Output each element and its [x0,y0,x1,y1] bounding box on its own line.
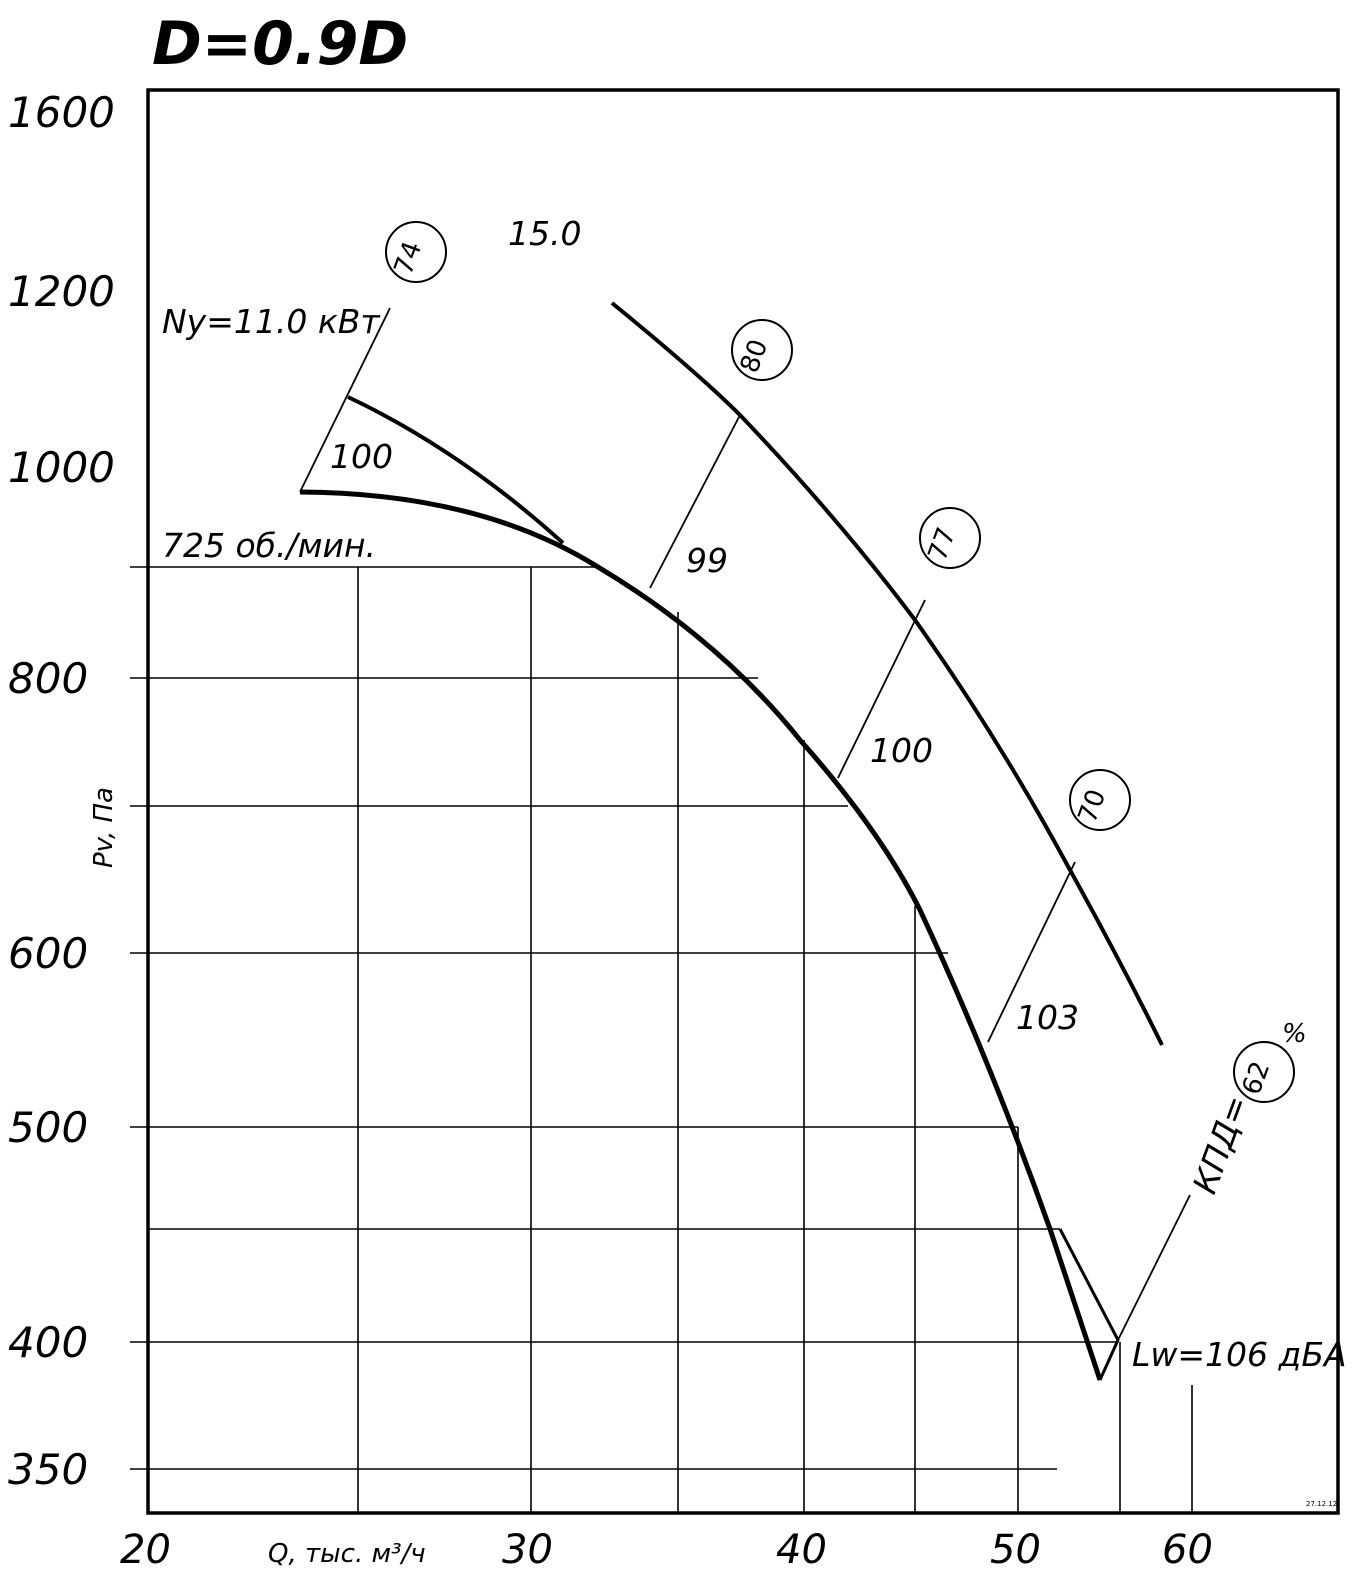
efficiency-circle: 70 [1069,769,1131,831]
efficiency-label: КПД= [1185,1090,1256,1199]
efficiency-circle: 80 [731,319,793,381]
y-tick-label: 500 [8,1103,88,1152]
efficiency-unit: % [1282,1019,1307,1049]
y-axis-label: Pv, Па [89,787,119,868]
horizontal-grid [130,566,1118,1470]
vertical-grid [357,567,1193,1513]
leader-line [1117,1194,1191,1341]
x-tick-label: 50 [990,1527,1041,1570]
sound-value: 100 [870,731,933,770]
leader-line [987,861,1076,1043]
date-stamp: 27.12.12 [1306,1500,1337,1508]
series-line-15-0 [610,301,1164,1046]
series-line-lw-106 [1058,1228,1120,1381]
x-tick-label: 20 [120,1527,171,1570]
y-tick-label: 350 [8,1445,88,1494]
leader-line [649,414,741,589]
x-axis-ticks: 20 30 40 50 60 [120,1527,1213,1570]
sound-marks: 100 99 100 103 [330,437,1079,1037]
y-tick-label: 400 [8,1318,88,1367]
efficiency-circle: 77 [919,507,981,569]
series-line-725-rpm [299,489,1103,1381]
sound-value: 103 [1016,998,1079,1037]
y-tick-label: 1000 [8,443,115,492]
leader-line [299,307,391,493]
chart-title: D=0.9D [152,9,408,79]
leader-line [837,599,926,779]
y-tick-label: 1200 [8,267,115,316]
speed-label: 725 об./мин. [162,526,376,565]
y-tick-label: 1600 [8,88,115,137]
efficiency-marks: 74 80 77 70 62 [385,221,1295,1103]
x-tick-label: 30 [502,1527,553,1570]
x-tick-label: 60 [1162,1527,1213,1570]
y-axis-ticks: 1600 1200 1000 800 600 500 400 350 [8,88,115,1494]
efficiency-circle: 74 [385,221,447,283]
x-axis-label: Q, тыс. м³/ч [268,1539,426,1569]
power-label: Ny=11.0 кВт [162,302,381,341]
x-tick-label: 40 [776,1527,827,1570]
efficiency-circle: 62 [1233,1041,1295,1103]
y-tick-label: 600 [8,929,88,978]
y-tick-label: 800 [8,654,88,703]
chart-frame [146,88,1340,1515]
power-value-label: 15.0 [508,214,581,253]
leader-lines [299,307,1191,1341]
sound-value: 100 [330,437,393,476]
curves [299,301,1164,1381]
sound-label: Lw=106 дБА [1132,1335,1347,1374]
series-line-ny-11-kw [347,395,565,545]
sound-value: 99 [686,541,728,580]
